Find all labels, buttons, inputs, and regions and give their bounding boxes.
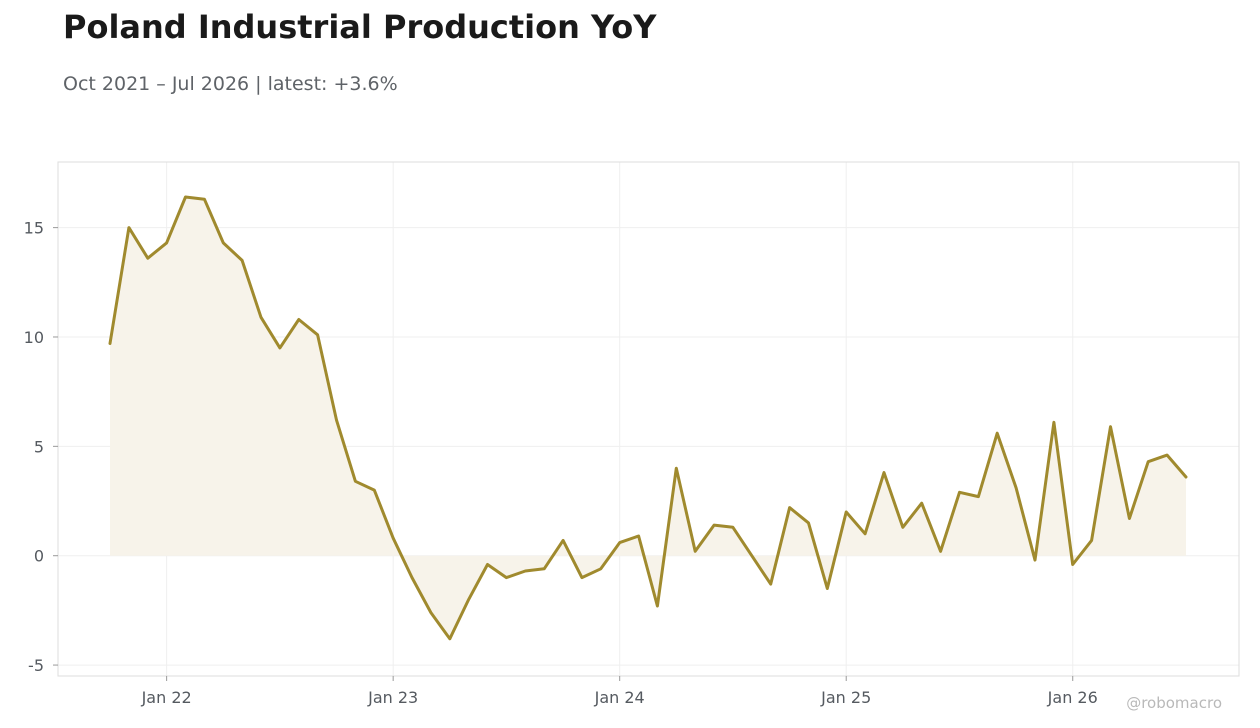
x-tick-label: Jan 22 — [141, 688, 192, 707]
series-line — [108, 195, 1188, 641]
x-tick-label: Jan 26 — [1047, 688, 1098, 707]
y-axis: -5 0 5 10 15 — [24, 219, 58, 675]
watermark: @robomacro — [1126, 694, 1222, 712]
plot-frame — [57, 161, 1240, 677]
y-tick-label: 0 — [34, 547, 44, 566]
y-tick-label: 5 — [34, 437, 44, 456]
y-tick-label: -5 — [28, 656, 44, 675]
x-tick-label: Jan 23 — [367, 688, 418, 707]
chart-title: Poland Industrial Production YoY — [63, 8, 657, 46]
x-tick-label: Jan 25 — [820, 688, 871, 707]
x-tick-label: Jan 24 — [594, 688, 645, 707]
chart-subtitle: Oct 2021 – Jul 2026 | latest: +3.6% — [63, 73, 398, 95]
y-tick-label: 15 — [24, 219, 44, 238]
area-fill — [110, 197, 1186, 639]
y-tick-label: 10 — [24, 328, 44, 347]
x-axis: Jan 22 Jan 23 Jan 24 Jan 25 Jan 26 — [141, 676, 1098, 707]
